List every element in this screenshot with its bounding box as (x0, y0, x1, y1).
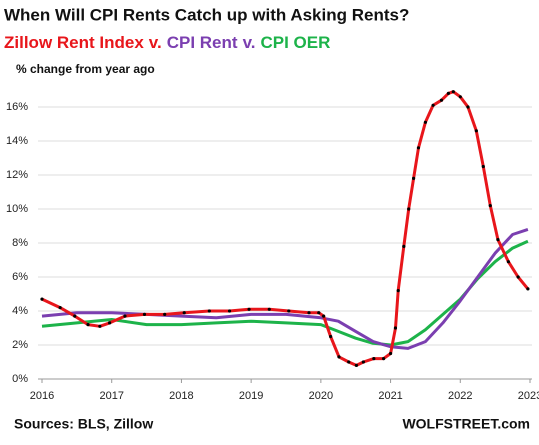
data-point (73, 314, 77, 318)
y-axis-label: % change from year ago (16, 62, 155, 76)
data-point (474, 129, 478, 133)
data-point (40, 297, 44, 301)
legend-separator: v. (149, 33, 162, 52)
data-point (227, 309, 232, 313)
y-tick-label: 8% (12, 237, 28, 249)
x-tick-label: 2016 (30, 390, 54, 402)
data-point (182, 311, 186, 315)
data-point (439, 98, 444, 102)
data-point (382, 357, 386, 361)
data-point (506, 260, 510, 264)
data-point (431, 103, 435, 107)
data-point (247, 307, 251, 311)
y-tick-label: 14% (6, 135, 28, 147)
y-tick-label: 4% (12, 305, 28, 317)
data-point (411, 176, 416, 180)
data-point (361, 360, 365, 364)
legend-entry: Zillow Rent Index (4, 33, 144, 52)
data-point (423, 120, 428, 124)
x-tick-label: 2021 (378, 390, 402, 402)
data-point (287, 309, 291, 313)
x-tick-label: 2023 (518, 390, 539, 402)
data-point (354, 363, 359, 367)
data-point (516, 275, 520, 279)
data-point (98, 324, 102, 328)
source: Sources: BLS, Zillow (14, 416, 153, 432)
y-tick-label: 6% (12, 271, 28, 283)
data-point (163, 312, 167, 316)
data-point (307, 311, 311, 315)
x-tick-label: 2019 (239, 390, 263, 402)
data-point (329, 334, 333, 339)
data-point (488, 204, 492, 208)
series-line (41, 90, 530, 367)
data-point (446, 91, 451, 95)
y-tick-label: 12% (6, 169, 28, 181)
data-point (108, 321, 112, 325)
data-point (402, 244, 406, 248)
data-point (337, 355, 341, 359)
x-tick-label: 2022 (448, 390, 472, 402)
data-point (322, 314, 326, 318)
data-point (526, 287, 530, 291)
data-point (86, 323, 90, 327)
data-point (347, 360, 351, 364)
data-point (267, 307, 271, 311)
data-point (388, 351, 393, 356)
y-tick-label: 10% (6, 203, 28, 215)
legend-entry: CPI OER (260, 33, 330, 52)
y-tick-label: 0% (12, 373, 28, 385)
data-point (58, 306, 62, 310)
data-point (142, 312, 147, 316)
brand: WOLFSTREET.com (402, 416, 530, 432)
data-point (317, 311, 321, 315)
data-point (458, 95, 462, 99)
data-point (207, 309, 211, 313)
data-point (466, 105, 470, 109)
series-line (41, 227, 529, 350)
data-point (393, 326, 398, 330)
data-point (407, 207, 411, 211)
x-tick-label: 2017 (99, 390, 123, 402)
y-tick-label: 2% (12, 339, 28, 351)
data-point (123, 314, 127, 318)
data-point (416, 146, 421, 150)
y-tick-label: 16% (6, 101, 28, 113)
legend-separator: v. (243, 33, 256, 52)
data-point (481, 164, 485, 169)
x-tick-label: 2018 (169, 390, 193, 402)
legend-entry: CPI Rent (167, 33, 238, 52)
data-point (496, 238, 500, 242)
chart-title: When Will CPI Rents Catch up with Asking… (4, 5, 409, 24)
series-line (41, 239, 529, 347)
data-point (372, 357, 376, 361)
x-tick-label: 2020 (309, 390, 333, 402)
data-point (396, 289, 400, 293)
subtitle: Zillow Rent Index v. CPI Rent v. CPI OER (4, 33, 330, 52)
data-point (451, 90, 455, 94)
